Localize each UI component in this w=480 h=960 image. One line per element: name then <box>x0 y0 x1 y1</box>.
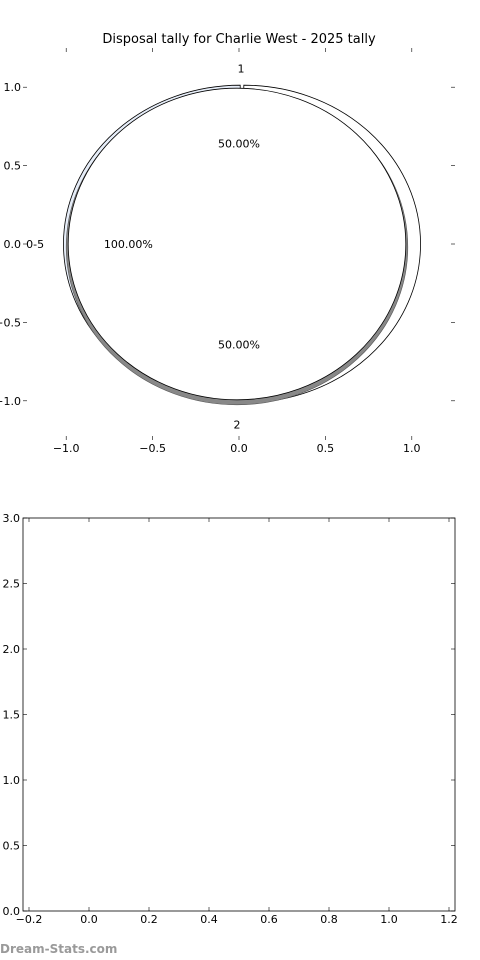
plot-x-tick-label: 0.0 <box>80 913 98 926</box>
pie-slice-label: 2 <box>234 418 241 431</box>
pie-slice-label: 1 <box>238 62 245 75</box>
pie-pct-label: 50.00% <box>218 338 260 351</box>
watermark: Dream-Stats.com <box>0 942 118 956</box>
pie-slice-inner <box>67 87 407 401</box>
plot-x-tick-label: 1.0 <box>380 913 398 926</box>
plot-x-tick-label: 0.8 <box>320 913 338 926</box>
pie-y-tick-label: 0.5 <box>4 160 22 173</box>
pie-y-tick-label: −1.0 <box>0 395 21 408</box>
pie-pct-label: 50.00% <box>218 138 260 151</box>
pie-chart-axes: −1.0 −0.5 0.0 0.5 1.0 1.0 0.5 0.0 −0.5 −1.0 <box>0 48 455 455</box>
plot-y-tick-label: 2.0 <box>3 643 21 656</box>
pie-y-tick-label: −0.5 <box>0 316 21 329</box>
pie-y-tick-label: 1.0 <box>4 81 22 94</box>
plot-x-tick-label: 0.2 <box>140 913 158 926</box>
pie-y-tick-label: 0.0 <box>4 238 22 251</box>
plot-y-tick-label: 0.0 <box>3 905 21 918</box>
pie-chart-labels: 1 50.00% 2 50.00% 0-5 100.00% <box>26 62 260 431</box>
pie-chart-title: Disposal tally for Charlie West - 2025 t… <box>102 32 376 47</box>
plot-y-tick-label: 3.0 <box>3 512 21 525</box>
pie-x-tick-label: −0.5 <box>139 442 166 455</box>
pie-chart <box>63 84 421 406</box>
plot-y-tick-label: 2.5 <box>3 578 21 591</box>
pie-pct-label: 100.00% <box>104 238 153 251</box>
pie-x-tick-label: 1.0 <box>403 442 421 455</box>
pie-x-tick-label: −1.0 <box>53 442 80 455</box>
pie-x-tick-label: 0.5 <box>317 442 335 455</box>
plot-y-tick-label: 1.5 <box>3 709 21 722</box>
pie-x-tick-label: 0.0 <box>230 442 248 455</box>
plot-x-tick-label: 0.6 <box>260 913 278 926</box>
empty-plot: −0.2 0.0 0.2 0.4 0.6 0.8 1.0 1.20.00.51.01.52.0… <box>3 512 458 926</box>
plot-y-tick-label: 1.0 <box>3 774 21 787</box>
plot-frame <box>22 517 456 912</box>
plot-x-tick-label: 1.2 <box>440 913 458 926</box>
plot-y-tick-label: 0.5 <box>3 840 21 853</box>
plot-x-tick-label: −0.2 <box>16 913 43 926</box>
pie-slice-label: 0-5 <box>26 238 44 251</box>
plot-x-tick-label: 0.4 <box>200 913 218 926</box>
